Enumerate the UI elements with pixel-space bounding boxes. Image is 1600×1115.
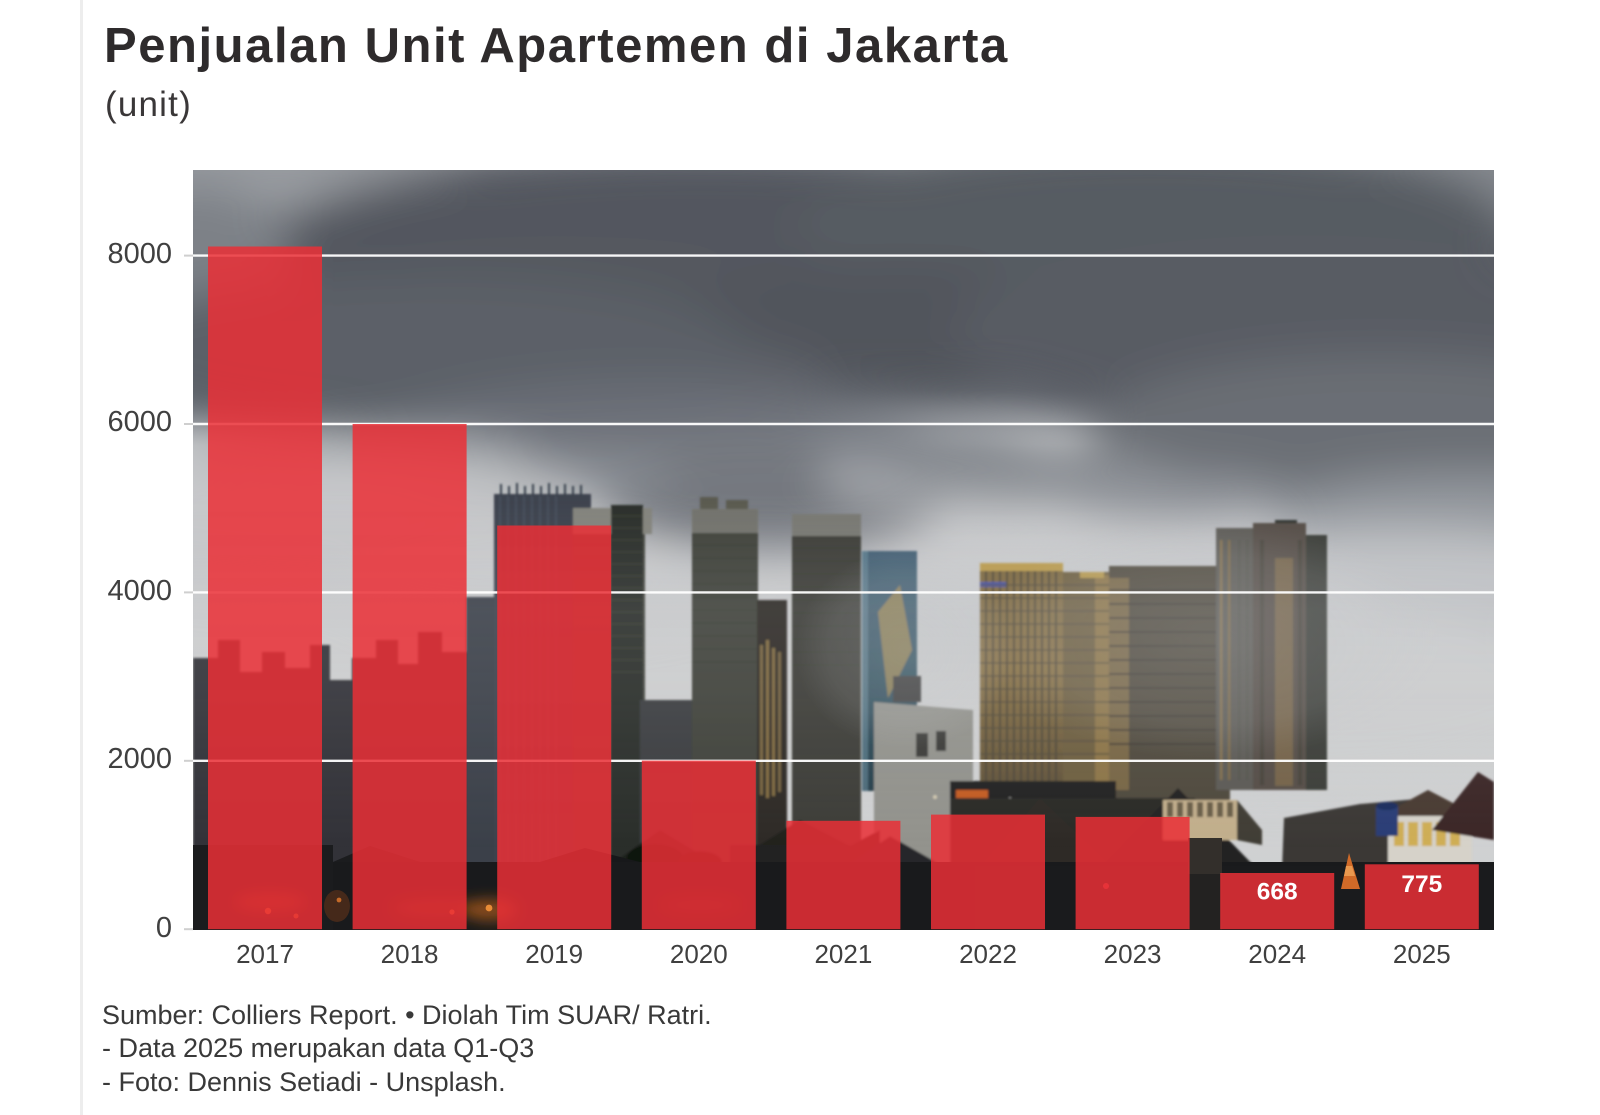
svg-text:668: 668 — [1257, 879, 1298, 906]
svg-text:775: 775 — [1401, 871, 1442, 898]
